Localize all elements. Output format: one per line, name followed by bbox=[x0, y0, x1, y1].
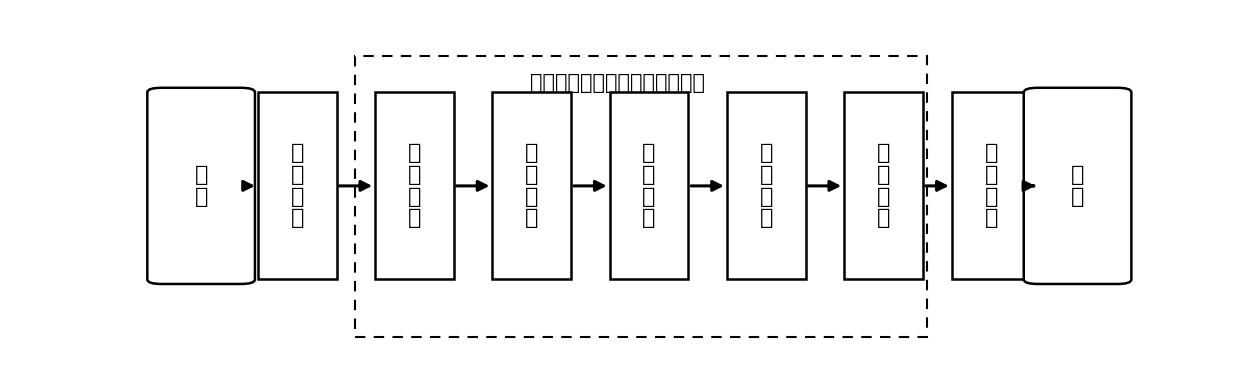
Text: 大数据平台配电变压器负荷模型: 大数据平台配电变压器负荷模型 bbox=[531, 73, 706, 93]
Text: 结
束: 结 束 bbox=[1071, 165, 1084, 207]
Text: 指
令
下
达: 指 令 下 达 bbox=[985, 143, 998, 228]
Text: 数
据
存
储: 数 据 存 储 bbox=[642, 143, 656, 228]
FancyBboxPatch shape bbox=[374, 93, 454, 279]
FancyBboxPatch shape bbox=[844, 93, 923, 279]
Text: 数
据
采
集: 数 据 采 集 bbox=[290, 143, 304, 228]
FancyBboxPatch shape bbox=[1024, 88, 1131, 284]
FancyBboxPatch shape bbox=[492, 93, 572, 279]
Text: 数
据
整
合: 数 据 整 合 bbox=[525, 143, 538, 228]
Text: 开
始: 开 始 bbox=[195, 165, 208, 207]
FancyBboxPatch shape bbox=[610, 93, 688, 279]
FancyBboxPatch shape bbox=[148, 88, 255, 284]
FancyBboxPatch shape bbox=[258, 93, 336, 279]
Text: 数
据
分
析: 数 据 分 析 bbox=[760, 143, 773, 228]
Text: 场
景
分
析: 场 景 分 析 bbox=[877, 143, 890, 228]
FancyBboxPatch shape bbox=[727, 93, 806, 279]
Text: 数
据
获
取: 数 据 获 取 bbox=[408, 143, 422, 228]
FancyBboxPatch shape bbox=[951, 93, 1030, 279]
